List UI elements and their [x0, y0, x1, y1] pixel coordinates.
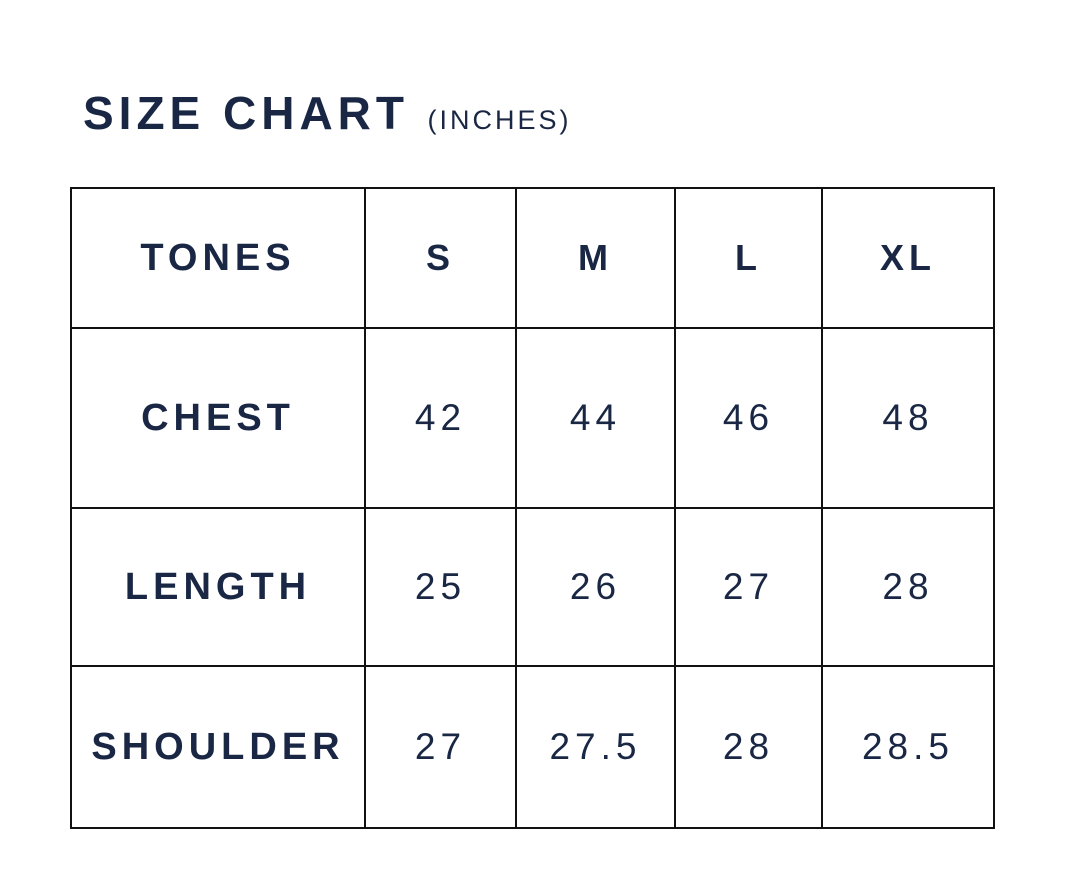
length-s-cell: 25: [364, 507, 517, 667]
shoulder-m-cell: 27.5: [515, 665, 676, 829]
table-row-chest: CHEST 42 44 46 48: [70, 327, 995, 509]
row-label-chest: CHEST: [70, 327, 366, 509]
length-xl-cell: 28: [821, 507, 995, 667]
size-header-l: L: [674, 187, 823, 329]
chest-m-cell: 44: [515, 327, 676, 509]
size-header-m: M: [515, 187, 676, 329]
unit-label: (INCHES): [427, 105, 572, 135]
header-label-tones: TONES: [70, 187, 366, 329]
table-row-shoulder: SHOULDER 27 27.5 28 28.5: [70, 665, 995, 829]
size-header-xl: XL: [821, 187, 995, 329]
table-row-length: LENGTH 25 26 27 28: [70, 507, 995, 667]
row-label-shoulder: SHOULDER: [70, 665, 366, 829]
shoulder-l-cell: 28: [674, 665, 823, 829]
chest-xl-cell: 48: [821, 327, 995, 509]
chest-s-cell: 42: [364, 327, 517, 509]
page-title: SIZE CHART: [83, 87, 409, 139]
table-header-row: TONES S M L XL: [70, 187, 995, 329]
length-l-cell: 27: [674, 507, 823, 667]
shoulder-s-cell: 27: [364, 665, 517, 829]
size-chart-title: SIZE CHART (INCHES): [83, 86, 571, 140]
size-table: TONES S M L XL CHEST 42 44 46 48 LENGTH …: [70, 187, 995, 829]
chest-l-cell: 46: [674, 327, 823, 509]
size-header-s: S: [364, 187, 517, 329]
row-label-length: LENGTH: [70, 507, 366, 667]
shoulder-xl-cell: 28.5: [821, 665, 995, 829]
length-m-cell: 26: [515, 507, 676, 667]
